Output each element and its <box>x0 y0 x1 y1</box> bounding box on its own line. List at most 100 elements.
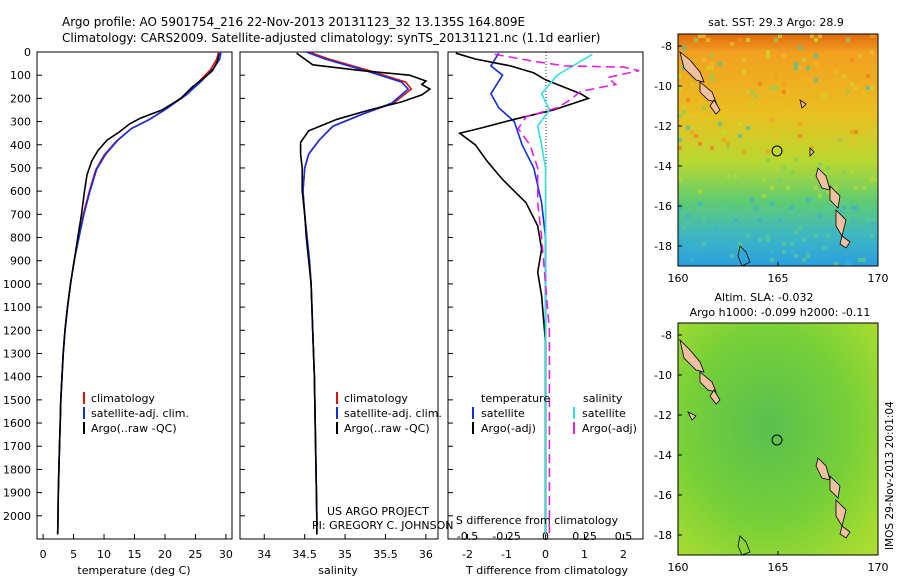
sst-pixel <box>842 206 846 210</box>
sst-pixel <box>862 90 866 94</box>
map-x-tick-label: 160 <box>668 272 689 285</box>
sst-pixel <box>714 226 718 230</box>
sst-pixel <box>782 166 786 170</box>
map-y-tick-label: -10 <box>654 80 672 93</box>
map-y-tick-label: -14 <box>654 160 672 173</box>
sst-pixel <box>778 218 782 222</box>
sst-pixel <box>850 206 854 210</box>
island <box>699 81 717 103</box>
header-line-1: Argo profile: AO 5901754_216 22-Nov-2013… <box>62 15 525 29</box>
sst-pixel <box>702 242 706 246</box>
sst-pixel <box>714 186 718 190</box>
map-y-tick-label: -12 <box>654 120 672 133</box>
sst-pixel <box>726 174 730 178</box>
sst-pixel <box>766 234 770 238</box>
series-line <box>56 53 220 535</box>
sst-pixel <box>802 238 806 242</box>
sst-pixel <box>814 186 818 190</box>
legend-clim-label: climatology <box>91 392 155 405</box>
sst-pixel <box>690 130 694 134</box>
sst-pixel <box>758 218 762 222</box>
sst-pixel <box>758 210 762 214</box>
sst-pixel <box>738 242 742 246</box>
sst-pixel <box>726 142 730 146</box>
s-difference-tick-label: -0.25 <box>492 530 520 543</box>
island <box>679 50 705 83</box>
sst-pixel <box>810 198 814 202</box>
sst-pixel <box>678 86 682 90</box>
sst-pixel <box>846 90 850 94</box>
legend-t-sat-label: satellite <box>481 407 525 420</box>
map-y-tick-label: -8 <box>661 329 672 342</box>
sst-pixel <box>810 102 814 106</box>
x-tick-label: 0 <box>542 548 549 561</box>
temperature-x-axis: 0 5 10 15 20 25 30 <box>40 534 233 561</box>
sst-pixel <box>806 198 810 202</box>
island <box>815 167 831 191</box>
legend-sat-label: satellite-adj. clim. <box>344 407 442 420</box>
sst-pixel <box>774 134 778 138</box>
sst-pixel <box>786 186 790 190</box>
sst-pixel <box>686 214 690 218</box>
sst-pixel <box>698 138 702 142</box>
sst-pixel <box>718 122 722 126</box>
sst-pixel <box>866 206 870 210</box>
sst-pixel <box>730 246 734 250</box>
sst-pixel <box>746 90 750 94</box>
sst-pixel <box>750 142 754 146</box>
sst-pixel <box>742 58 746 62</box>
island <box>687 411 697 421</box>
sst-pixel <box>834 62 838 66</box>
sst-pixel <box>818 214 822 218</box>
y-tick-label: 1000 <box>3 278 31 291</box>
sst-pixel <box>690 246 694 250</box>
sla-map-title-1: Altim. SLA: -0.032 <box>714 291 813 304</box>
sst-pixel <box>702 106 706 110</box>
sst-pixel <box>770 86 774 90</box>
x-tick-label: 35 <box>338 548 352 561</box>
sst-pixel <box>726 146 730 150</box>
sst-pixel <box>790 210 794 214</box>
sst-pixel <box>686 114 690 118</box>
legend-temperature-heading: temperature <box>481 392 550 405</box>
series-line <box>455 52 591 535</box>
sst-pixel <box>774 38 778 42</box>
sst-pixel <box>814 38 818 42</box>
legend-sat-label: satellite-adj. clim. <box>91 407 189 420</box>
sst-pixel <box>746 122 750 126</box>
sst-pixel <box>678 114 682 118</box>
sst-pixel <box>854 130 858 134</box>
sst-pixel <box>722 162 726 166</box>
sst-pixel <box>782 82 786 86</box>
sst-pixel <box>846 262 850 266</box>
sst-pixel <box>690 258 694 262</box>
sst-pixel <box>694 154 698 158</box>
sst-pixel <box>830 114 834 118</box>
x-tick-label: -1 <box>501 548 512 561</box>
sst-pixel <box>818 194 822 198</box>
sst-pixel <box>734 214 738 218</box>
sst-pixel <box>822 146 826 150</box>
legend-s-sat-label: satellite <box>582 407 626 420</box>
sst-pixel <box>722 138 726 142</box>
sst-pixel <box>738 106 742 110</box>
sst-pixel <box>682 226 686 230</box>
coastline <box>737 245 751 267</box>
x-tick-label: 34 <box>257 548 271 561</box>
sst-pixel <box>758 238 762 242</box>
x-tick-label: 15 <box>128 548 142 561</box>
series-line <box>296 52 432 535</box>
sst-map: 160 165 170 -8 -10 -12 -14 -16 -18 <box>654 33 889 285</box>
map-y-tick-label: -8 <box>661 40 672 53</box>
s-difference-tick-label: 0.5 <box>615 530 633 543</box>
y-tick-label: 0 <box>24 46 31 59</box>
project-credit-line-2: PI: GREGORY C. JOHNSON <box>312 519 453 532</box>
sst-pixel <box>738 134 742 138</box>
project-credit-line-1: US ARGO PROJECT <box>327 505 429 518</box>
island <box>809 147 815 157</box>
t-difference-x-label: T difference from climatology <box>465 564 628 577</box>
sst-pixel <box>782 90 786 94</box>
sst-pixel <box>806 78 810 82</box>
sst-pixel <box>814 62 818 66</box>
sst-pixel <box>698 142 702 146</box>
